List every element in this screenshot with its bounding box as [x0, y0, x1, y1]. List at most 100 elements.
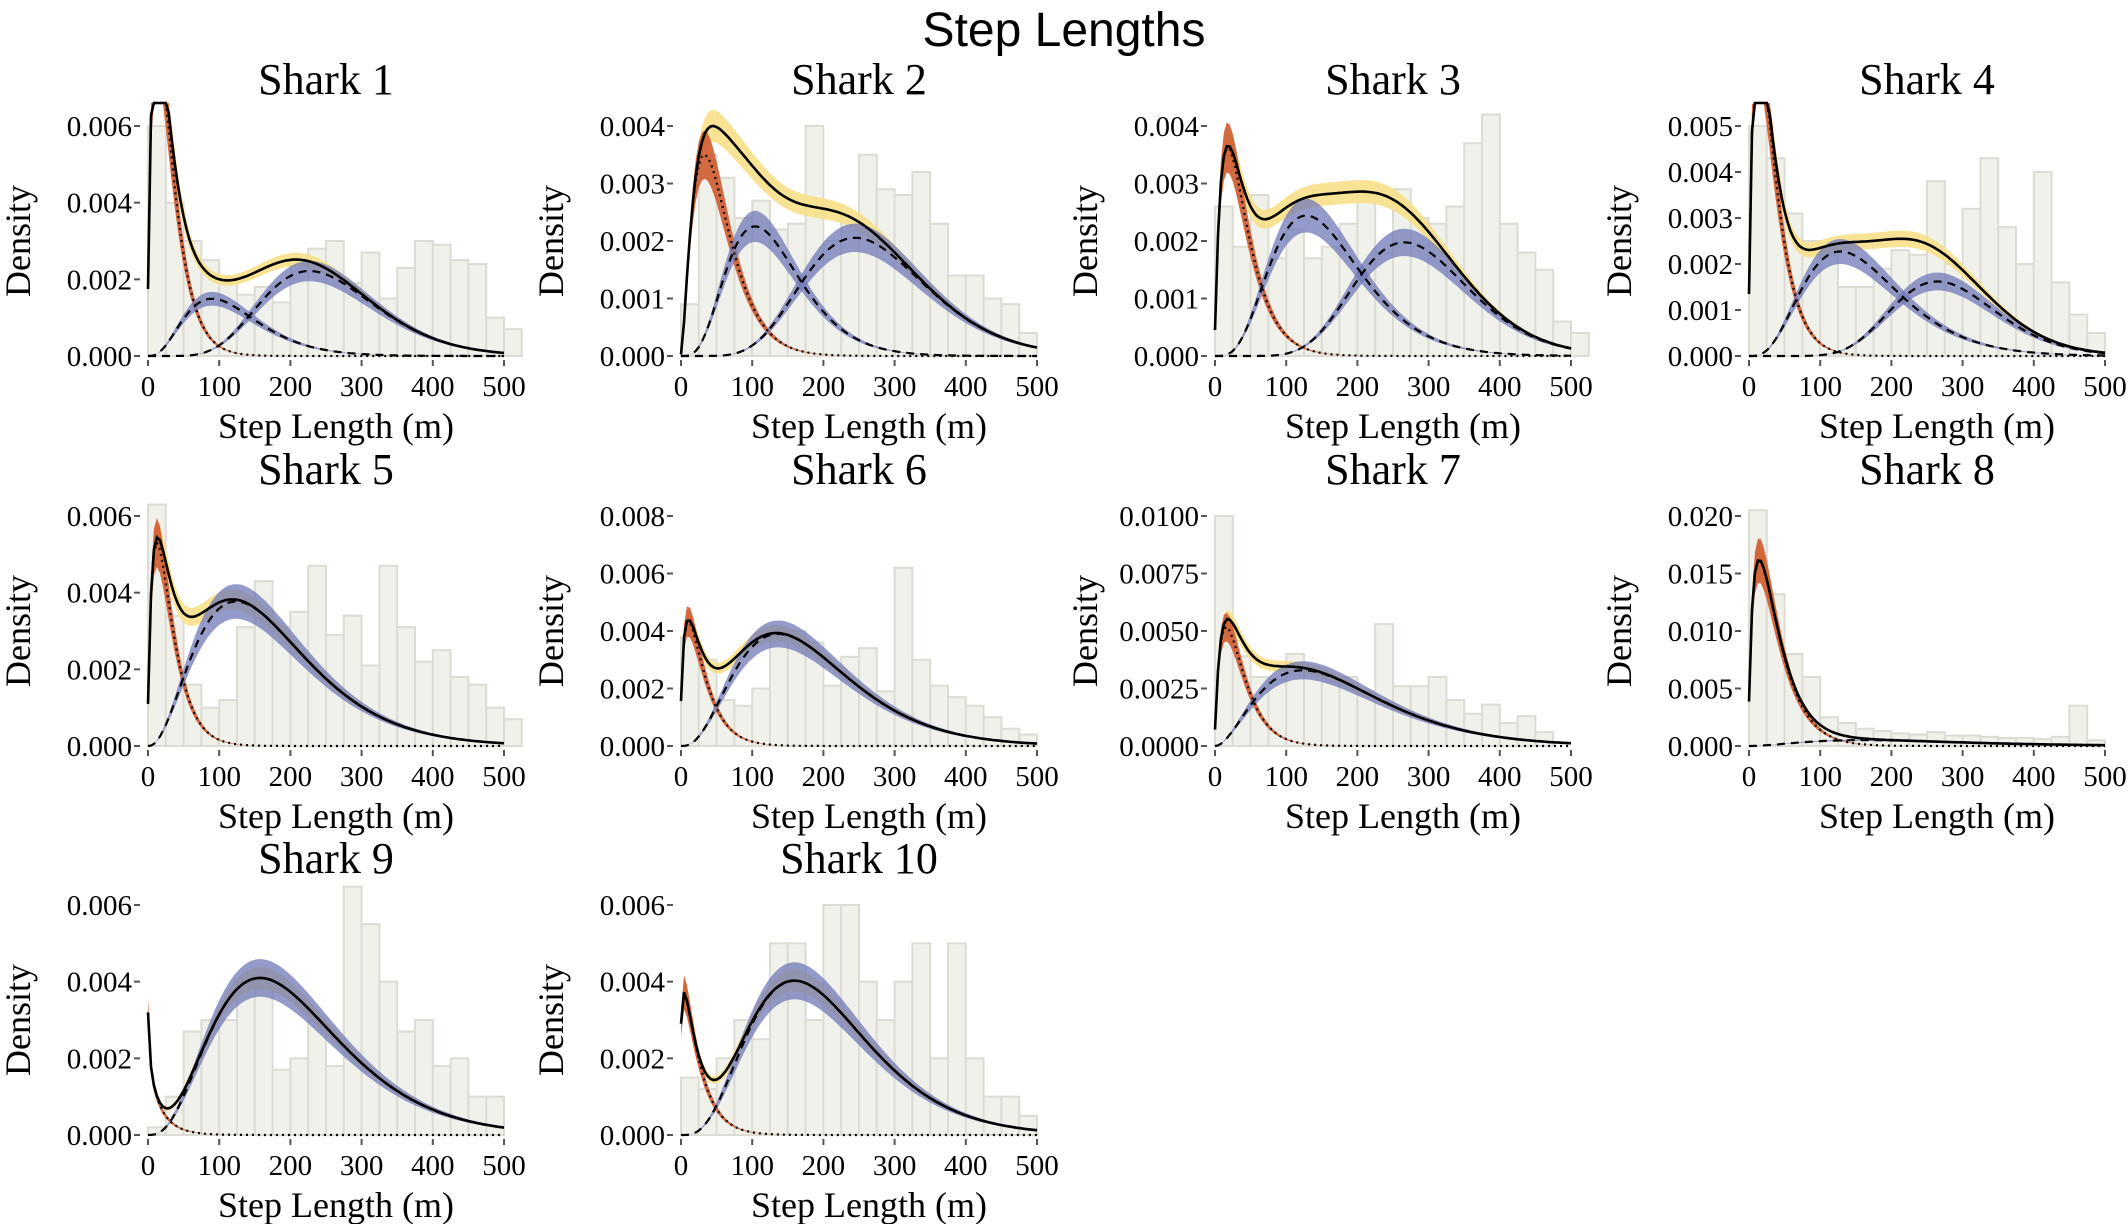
y-axis-label: Density	[0, 964, 38, 1076]
panel-title: Shark 6	[791, 445, 927, 494]
total-density-line	[146, 976, 505, 1129]
total-density-line	[679, 124, 1038, 355]
x-tick-label: 300	[873, 371, 917, 403]
histogram-bar	[2032, 171, 2053, 357]
y-tick-label: 0.002	[600, 674, 665, 706]
histogram-bar	[342, 885, 363, 1136]
histogram-bar	[449, 259, 470, 357]
y-tick-label: 0.004	[67, 188, 133, 220]
y-tick-label: 0.0075	[1119, 559, 1199, 591]
histogram-bar	[503, 328, 523, 357]
panel-title: Shark 9	[258, 834, 394, 883]
histogram-bar	[1427, 676, 1448, 747]
state-1-density-line	[1213, 145, 1571, 358]
x-tick-label: 400	[1478, 761, 1522, 793]
x-tick-label: 400	[411, 371, 455, 403]
x-tick-label: 200	[269, 371, 313, 403]
state-2-density-band	[681, 962, 1037, 1135]
histogram-bar	[271, 301, 292, 358]
x-tick-label: 0	[141, 761, 156, 793]
y-axis-label: Density	[0, 575, 38, 687]
y-tick-label: 0.002	[1668, 249, 1733, 281]
histogram-bar	[875, 188, 896, 357]
histogram-bar	[947, 696, 967, 747]
y-axis-label: Density	[1065, 185, 1105, 297]
x-axis-label: Step Length (m)	[218, 796, 454, 836]
histogram-bar	[1926, 731, 1946, 748]
histogram-bar	[414, 1019, 434, 1136]
y-tick-label: 0.003	[1134, 169, 1199, 201]
panel-title: Shark 10	[780, 834, 938, 883]
histogram-bar	[218, 1019, 238, 1136]
y-tick-label: 0.002	[67, 654, 132, 686]
total-density-line	[1213, 617, 1572, 745]
histogram-bar	[1854, 286, 1875, 357]
x-tick-label: 500	[1549, 371, 1593, 403]
state-1-density-line	[146, 539, 504, 748]
total-density-line	[1747, 101, 2106, 354]
x-axis-label: Step Length (m)	[218, 1185, 454, 1224]
y-axis-label: Density	[1599, 185, 1639, 297]
histogram-bar	[1481, 113, 1501, 357]
x-tick-label: 200	[802, 371, 846, 403]
histogram-bar	[485, 706, 506, 748]
y-tick-label: 0.006	[600, 559, 665, 591]
y-tick-label: 0.003	[600, 169, 665, 201]
x-tick-label: 300	[1941, 761, 1985, 793]
panel-7: Shark 7 0 100 200 300 400 500 0.0000 0.0025 0.005…	[1065, 445, 1593, 836]
panel-title: Shark 8	[1859, 445, 1995, 494]
y-tick-label: 0.004	[1134, 111, 1200, 143]
histogram-bar	[964, 1057, 985, 1137]
x-tick-label: 100	[1798, 761, 1842, 793]
state-1-density-line	[679, 620, 1037, 748]
histogram-bar	[253, 984, 274, 1136]
y-tick-label: 0.002	[1134, 226, 1199, 258]
total-density-line	[679, 619, 1038, 745]
y-axis-label: Density	[1599, 575, 1639, 687]
histogram-bar	[804, 125, 825, 357]
histogram-bar	[911, 942, 932, 1136]
y-tick-label: 0.000	[67, 731, 132, 763]
histogram-bar	[1979, 157, 2000, 357]
x-tick-label: 100	[197, 1150, 241, 1182]
histogram-bar	[1320, 245, 1341, 357]
x-tick-label: 100	[1264, 371, 1308, 403]
x-tick-label: 200	[802, 1150, 846, 1182]
panel-2: Shark 2 0 100 200 300 400 500 0.000 0.001 0.002 0.…	[531, 55, 1059, 446]
y-tick-label: 0.004	[1668, 157, 1734, 189]
x-tick-label: 400	[2012, 371, 2056, 403]
x-tick-label: 0	[141, 1150, 156, 1182]
histogram-bar	[1498, 722, 1519, 747]
y-axis-label: Density	[531, 185, 571, 297]
histogram-bar	[1018, 1114, 1039, 1137]
x-tick-label: 400	[411, 761, 455, 793]
state-2-density-band	[681, 210, 1037, 356]
histogram-bar	[467, 683, 488, 748]
histogram-bar	[289, 610, 310, 747]
y-tick-label: 0.000	[1668, 341, 1733, 373]
histogram-bar	[431, 1065, 452, 1136]
state-1-density-line	[1747, 559, 2105, 748]
y-tick-label: 0.015	[1668, 559, 1733, 591]
state-3-density-line	[1749, 280, 2106, 358]
x-axis-label: Step Length (m)	[1285, 406, 1521, 446]
histogram-bar	[1498, 222, 1519, 357]
x-tick-label: 200	[269, 761, 313, 793]
histogram-bar	[1570, 332, 1590, 357]
x-tick-label: 200	[1870, 761, 1914, 793]
histogram-bar	[911, 171, 932, 357]
histogram-bar	[1374, 623, 1394, 747]
x-tick-label: 100	[197, 371, 241, 403]
y-tick-label: 0.010	[1668, 616, 1733, 648]
y-tick-label: 0.002	[600, 1043, 665, 1075]
y-tick-label: 0.002	[67, 264, 132, 296]
histogram-bar	[467, 263, 488, 357]
panel-8: Shark 8 0 100 200 300 400 500 0.000 0.005 0.010 0.…	[1599, 445, 2127, 836]
total-density-line	[1213, 144, 1572, 350]
x-tick-label: 400	[411, 1150, 455, 1182]
state-2-density-band	[681, 620, 1037, 746]
y-tick-label: 0.0025	[1119, 674, 1199, 706]
y-tick-label: 0.004	[600, 967, 666, 999]
histogram-bar	[396, 1030, 417, 1136]
